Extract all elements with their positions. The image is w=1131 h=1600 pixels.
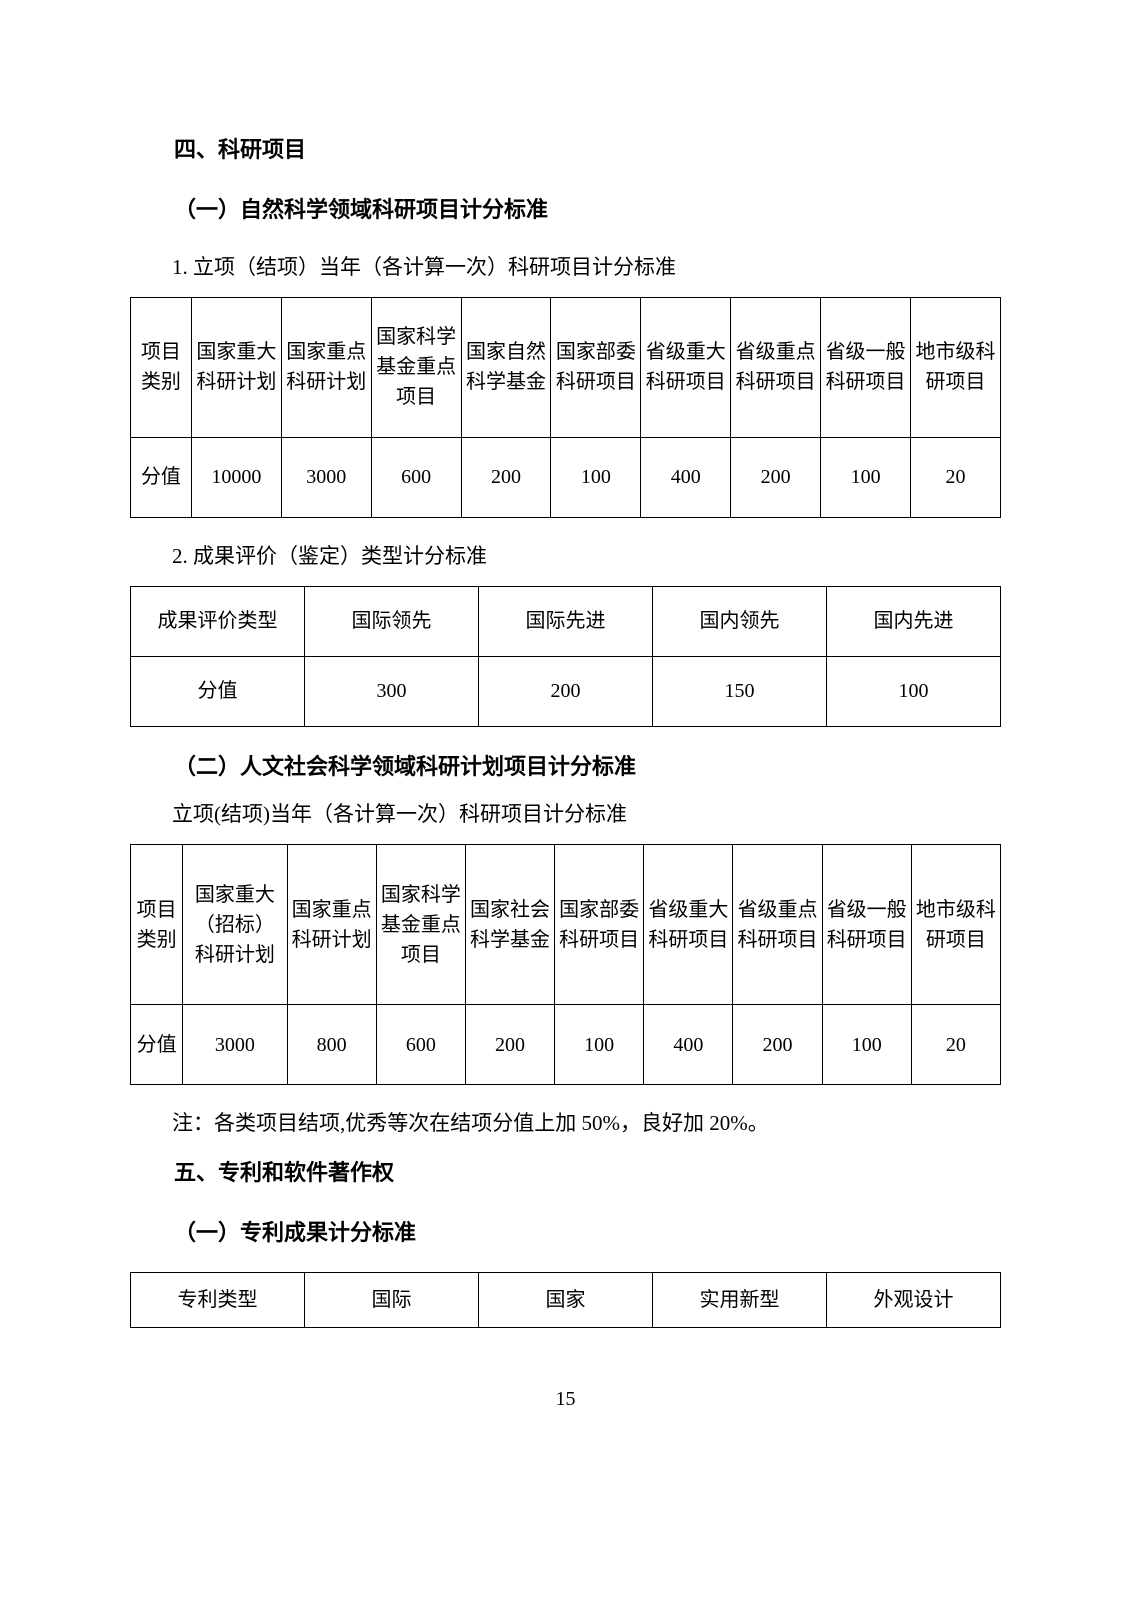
section-4-heading: 四、科研项目 — [130, 130, 1001, 170]
table-header-cell: 地市级科研项目 — [911, 845, 1000, 1005]
table-header-cell: 项目类别 — [131, 845, 183, 1005]
table-row: 成果评价类型 国际领先 国际先进 国内领先 国内先进 — [131, 586, 1001, 656]
table-patents: 专利类型 国际 国家 实用新型 外观设计 — [130, 1272, 1001, 1328]
table-cell: 10000 — [191, 437, 281, 517]
table-header-cell: 国际先进 — [479, 586, 653, 656]
table-row: 分值 3000 800 600 200 100 400 200 100 20 — [131, 1005, 1001, 1085]
table-header-cell: 国家部委科研项目 — [555, 845, 644, 1005]
table-header-cell: 实用新型 — [653, 1273, 827, 1328]
table-cell: 800 — [287, 1005, 376, 1085]
table-header-cell: 国家科学基金重点项目 — [376, 845, 465, 1005]
table-cell: 600 — [371, 437, 461, 517]
table-cell: 国内领先 — [653, 586, 827, 656]
table-row: 项目类别 国家重大科研计划 国家重点科研计划 国家科学基金重点项目 国家自然科学… — [131, 297, 1001, 437]
table-cell: 200 — [465, 1005, 554, 1085]
table-header-cell: 省级一般科研项目 — [822, 845, 911, 1005]
section-4-2-note: 注：各类项目结项,优秀等次在结项分值上加 50%，良好加 20%。 — [130, 1105, 1001, 1143]
table-natural-science-projects: 项目类别 国家重大科研计划 国家重点科研计划 国家科学基金重点项目 国家自然科学… — [130, 297, 1001, 518]
table-cell: 分值 — [131, 437, 192, 517]
table-row: 专利类型 国际 国家 实用新型 外观设计 — [131, 1273, 1001, 1328]
table-header-cell: 省级重大科研项目 — [644, 845, 733, 1005]
table-header-cell: 国家重点科研计划 — [287, 845, 376, 1005]
table-header-cell: 省级重点科研项目 — [731, 297, 821, 437]
table-cell: 20 — [911, 1005, 1000, 1085]
table-header-cell: 专利类型 — [131, 1273, 305, 1328]
table-cell: 600 — [376, 1005, 465, 1085]
table-header-cell: 省级重点科研项目 — [733, 845, 822, 1005]
table-header-cell: 外观设计 — [827, 1273, 1001, 1328]
table-header-cell: 国家自然科学基金 — [461, 297, 551, 437]
table-row: 分值 10000 3000 600 200 100 400 200 100 20 — [131, 437, 1001, 517]
table-header-cell: 成果评价类型 — [131, 586, 305, 656]
table-header-cell: 国家科学基金重点项目 — [371, 297, 461, 437]
table-header-cell: 省级重大科研项目 — [641, 297, 731, 437]
table-cell: 400 — [641, 437, 731, 517]
table-header-cell: 国家 — [479, 1273, 653, 1328]
table-header-cell: 国际领先 — [305, 586, 479, 656]
table-header-cell: 国内先进 — [827, 586, 1001, 656]
table-header-cell: 国家社会科学基金 — [465, 845, 554, 1005]
table-cell: 300 — [305, 656, 479, 726]
table-cell: 分值 — [131, 1005, 183, 1085]
table-cell: 100 — [555, 1005, 644, 1085]
table-header-cell: 国家重大（招标）科研计划 — [183, 845, 287, 1005]
table-header-cell: 国家重点科研计划 — [281, 297, 371, 437]
section-4-2-heading: （二）人文社会科学领域科研计划项目计分标准 — [130, 747, 1001, 787]
table-cell: 100 — [827, 656, 1001, 726]
table-header-cell: 国家部委科研项目 — [551, 297, 641, 437]
table-header-cell: 地市级科研项目 — [911, 297, 1001, 437]
table-header-cell: 项目类别 — [131, 297, 192, 437]
table-header-cell: 国家重大科研计划 — [191, 297, 281, 437]
table-header-cell: 国际 — [305, 1273, 479, 1328]
table-header-cell: 省级一般科研项目 — [821, 297, 911, 437]
section-4-2-item1: 立项(结项)当年（各计算一次）科研项目计分标准 — [130, 796, 1001, 834]
section-4-1-item1: 1. 立项（结项）当年（各计算一次）科研项目计分标准 — [130, 249, 1001, 287]
table-cell: 200 — [461, 437, 551, 517]
table-humanities-projects: 项目类别 国家重大（招标）科研计划 国家重点科研计划 国家科学基金重点项目 国家… — [130, 844, 1001, 1085]
table-cell: 150 — [653, 656, 827, 726]
table-cell: 20 — [911, 437, 1001, 517]
table-cell: 3000 — [281, 437, 371, 517]
section-4-1-heading: （一）自然科学领域科研项目计分标准 — [130, 190, 1001, 230]
table-cell: 100 — [822, 1005, 911, 1085]
table-row: 分值 300 200 150 100 — [131, 656, 1001, 726]
table-row: 项目类别 国家重大（招标）科研计划 国家重点科研计划 国家科学基金重点项目 国家… — [131, 845, 1001, 1005]
table-achievement-evaluation: 成果评价类型 国际领先 国际先进 国内领先 国内先进 分值 300 200 15… — [130, 586, 1001, 727]
table-cell: 200 — [731, 437, 821, 517]
section-5-1-heading: （一）专利成果计分标准 — [130, 1213, 1001, 1253]
section-5-heading: 五、专利和软件著作权 — [130, 1153, 1001, 1193]
table-cell: 100 — [821, 437, 911, 517]
table-cell: 400 — [644, 1005, 733, 1085]
table-cell: 200 — [479, 656, 653, 726]
table-cell: 3000 — [183, 1005, 287, 1085]
table-cell: 100 — [551, 437, 641, 517]
page-number: 15 — [130, 1388, 1001, 1411]
section-4-1-item2: 2. 成果评价（鉴定）类型计分标准 — [130, 538, 1001, 576]
table-cell: 分值 — [131, 656, 305, 726]
table-cell: 200 — [733, 1005, 822, 1085]
